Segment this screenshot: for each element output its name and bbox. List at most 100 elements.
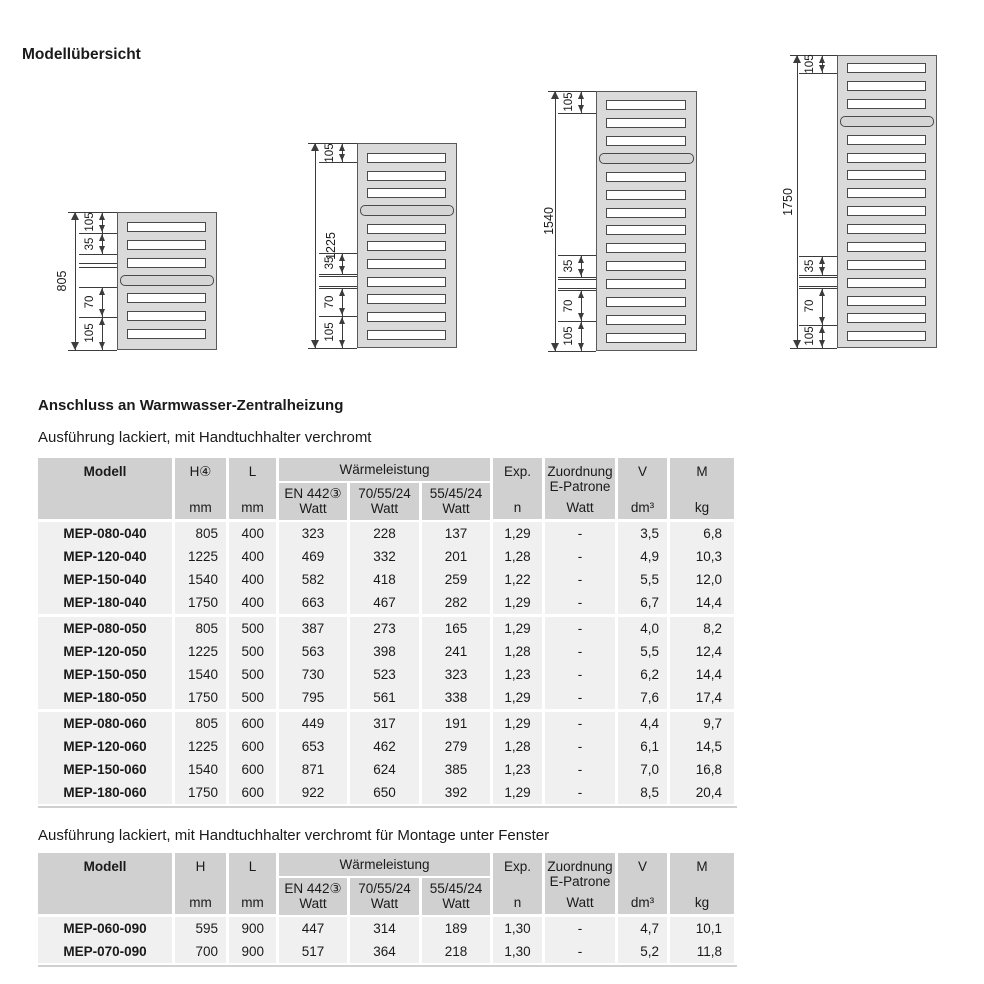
radiator-slot	[847, 135, 926, 145]
table-row-group: MEP-080-060 805 600 449 317 191 1,29-4,4 9,7 MEP…	[38, 712, 737, 804]
dimension-label: 105	[563, 92, 575, 112]
dimension-label: 105	[804, 54, 816, 74]
dimension-arrow-down	[819, 317, 825, 324]
value-cell: 1225	[175, 735, 226, 758]
dimension-arrow-up	[339, 317, 345, 324]
value-cell: 385	[422, 758, 490, 781]
table-row: MEP-120-060 1225 600 653 462 279 1,28-6,1 14,5	[38, 735, 737, 758]
value-cell: 400	[229, 522, 276, 545]
radiator-slot	[367, 312, 446, 322]
col-label: M	[696, 859, 708, 874]
dimension-tick	[319, 253, 357, 254]
value-cell: 582	[279, 568, 347, 591]
towel-bar	[840, 116, 934, 127]
value-cell: 449	[279, 712, 347, 735]
section-heading-heating: Anschluss an Warmwasser-Zentralheizung	[38, 397, 344, 414]
height-dimension-label: 1750	[781, 188, 795, 216]
value-cell: 398	[350, 640, 419, 663]
value-cell: 9,7	[670, 712, 734, 735]
dimension-arrow-up	[339, 289, 345, 296]
radiator-slot	[606, 297, 686, 307]
dimension-tick	[799, 55, 837, 56]
subheading-under-window: Ausführung lackiert, mit Handtuchhalter …	[38, 827, 550, 844]
height-dimension-line	[75, 212, 76, 350]
model-cell: MEP-180-060	[38, 781, 172, 804]
dimension-arrow-down	[99, 246, 105, 253]
model-cell: MEP-150-040	[38, 568, 172, 591]
dimension-arrow-down	[819, 340, 825, 347]
table-row: MEP-120-040 1225 400 469 332 201 1,28-4,9 10,3	[38, 545, 737, 568]
value-cell: 3,5	[618, 522, 667, 545]
dimension-line	[102, 212, 103, 233]
dimension-arrow-up	[99, 234, 105, 241]
radiator-slot	[847, 170, 926, 180]
radiator-slot	[127, 222, 206, 232]
radiator-slot	[367, 277, 446, 287]
col-header-m: M kg	[670, 853, 734, 914]
col-unit: mm	[241, 500, 264, 515]
value-cell: 1,28	[493, 545, 542, 568]
col-label: Zuordnung	[547, 464, 613, 479]
model-cell: MEP-070-090	[38, 940, 172, 963]
dimension-arrow-down	[99, 225, 105, 232]
value-cell: 189	[422, 917, 490, 940]
dimension-arrow-down	[551, 343, 559, 351]
value-cell: 323	[279, 522, 347, 545]
dimension-arrow-up	[578, 291, 584, 298]
value-cell: 1540	[175, 568, 226, 591]
col-header-exp: Exp. n	[493, 458, 542, 519]
col-label-2: E-Patrone	[549, 874, 611, 889]
col-label: 55/45/24	[429, 881, 483, 896]
value-cell: 165	[422, 617, 490, 640]
table-row: MEP-060-090 595 900 447 314 189 1,30-4,7 10,1	[38, 917, 737, 940]
col-header-modell: Modell	[38, 853, 172, 914]
col-label: L	[248, 859, 257, 874]
col-header-h: H④ mm	[175, 458, 226, 519]
dimension-tick	[799, 288, 837, 289]
value-cell: 418	[350, 568, 419, 591]
col-label: 55/45/24	[429, 486, 483, 501]
col-label-2: E-Patrone	[549, 479, 611, 494]
dimension-line	[822, 55, 823, 73]
dimension-line	[102, 317, 103, 350]
value-cell: 5,5	[618, 640, 667, 663]
value-cell: 6,1	[618, 735, 667, 758]
value-cell: 6,8	[670, 522, 734, 545]
value-cell: 1,30	[493, 917, 542, 940]
radiator-slot	[606, 333, 686, 343]
dimension-line	[342, 316, 343, 348]
radiator-slot	[847, 313, 926, 323]
model-cell: MEP-180-040	[38, 591, 172, 614]
value-cell: 805	[175, 617, 226, 640]
value-cell: 500	[229, 686, 276, 709]
dimension-arrow-up	[551, 91, 559, 99]
dimension-line	[581, 91, 582, 113]
table-row: MEP-080-040 805 400 323 228 137 1,29-3,5 6,8	[38, 522, 737, 545]
model-cell: MEP-120-060	[38, 735, 172, 758]
dimension-arrow-up	[793, 55, 801, 63]
dimension-tick	[319, 288, 357, 289]
dimension-line	[342, 143, 343, 162]
value-cell: 201	[422, 545, 490, 568]
col-header-v: V dm³	[618, 458, 667, 519]
radiator-slot	[606, 315, 686, 325]
table-row-group: MEP-080-050 805 500 387 273 165 1,29-4,0 8,2 MEP…	[38, 617, 737, 709]
value-cell: 650	[350, 781, 419, 804]
col-unit: mm	[189, 895, 212, 910]
dimension-tick	[319, 276, 357, 277]
dimension-arrow-down	[578, 105, 584, 112]
radiator-slot	[367, 224, 446, 234]
dimension-line	[581, 290, 582, 321]
height-dimension-line	[315, 143, 316, 348]
radiator-slot	[127, 240, 206, 250]
dimension-arrow-down	[71, 342, 79, 350]
col-unit: n	[513, 500, 522, 515]
col-header-zuordnung: Zuordnung E-Patrone Watt	[545, 853, 615, 914]
dimension-tick	[799, 256, 837, 257]
value-cell: -	[545, 663, 615, 686]
value-cell: 7,6	[618, 686, 667, 709]
value-cell: 218	[422, 940, 490, 963]
value-cell: 1750	[175, 781, 226, 804]
value-cell: 14,4	[670, 663, 734, 686]
radiator-slot	[127, 293, 206, 303]
